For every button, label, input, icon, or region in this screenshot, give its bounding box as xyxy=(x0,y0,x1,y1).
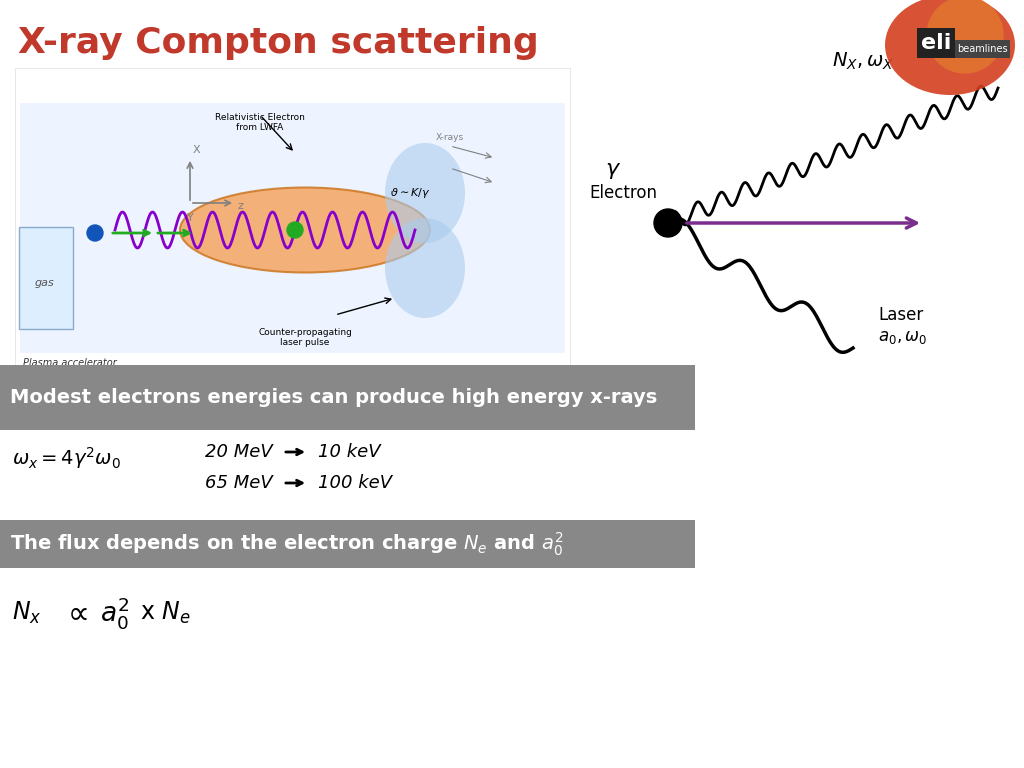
Text: eli: eli xyxy=(921,33,951,53)
Text: $\omega_x=4\gamma^2\omega_0$: $\omega_x=4\gamma^2\omega_0$ xyxy=(12,445,121,471)
Ellipse shape xyxy=(885,0,1015,95)
Text: X: X xyxy=(193,145,201,155)
FancyBboxPatch shape xyxy=(918,28,955,58)
FancyBboxPatch shape xyxy=(955,40,1010,58)
Text: $N_X,\omega_X$: $N_X,\omega_X$ xyxy=(831,51,894,71)
Text: X-ray Compton scattering: X-ray Compton scattering xyxy=(18,26,539,60)
Text: Plasma accelerator: Plasma accelerator xyxy=(23,358,117,368)
Text: $\vartheta \sim K/\gamma$: $\vartheta \sim K/\gamma$ xyxy=(390,186,431,200)
Text: $\propto$: $\propto$ xyxy=(62,598,88,627)
Circle shape xyxy=(927,0,1002,73)
Text: 20 MeV: 20 MeV xyxy=(205,443,272,461)
Text: Relativistic Electron
from LWFA: Relativistic Electron from LWFA xyxy=(215,113,305,132)
Text: Counter-propagating
laser pulse: Counter-propagating laser pulse xyxy=(258,328,352,347)
Circle shape xyxy=(654,209,682,237)
Text: gas: gas xyxy=(35,278,55,288)
FancyBboxPatch shape xyxy=(0,520,695,568)
Circle shape xyxy=(287,222,303,238)
Circle shape xyxy=(87,225,103,241)
Text: Y: Y xyxy=(187,213,194,223)
Text: x $N_e$: x $N_e$ xyxy=(140,600,190,626)
Text: $a_0^2$: $a_0^2$ xyxy=(100,595,129,631)
Text: The flux depends on the electron charge $N_e$ and $a_0^2$: The flux depends on the electron charge … xyxy=(10,530,563,558)
Ellipse shape xyxy=(180,187,430,273)
Text: beamlines: beamlines xyxy=(956,44,1008,54)
FancyBboxPatch shape xyxy=(0,365,695,430)
Text: $\gamma$: $\gamma$ xyxy=(605,161,622,181)
Text: 100 keV: 100 keV xyxy=(318,474,392,492)
Ellipse shape xyxy=(385,143,465,243)
FancyBboxPatch shape xyxy=(20,103,565,353)
Ellipse shape xyxy=(385,218,465,318)
Text: Laser
$a_0,\omega_0$: Laser $a_0,\omega_0$ xyxy=(878,306,927,346)
Text: z: z xyxy=(238,201,244,211)
Text: Electron: Electron xyxy=(589,184,657,202)
FancyBboxPatch shape xyxy=(19,227,73,329)
Text: X-rays: X-rays xyxy=(436,133,464,142)
Text: 10 keV: 10 keV xyxy=(318,443,381,461)
Text: 65 MeV: 65 MeV xyxy=(205,474,272,492)
Text: Modest electrons energies can produce high energy x-rays: Modest electrons energies can produce hi… xyxy=(10,388,657,407)
Text: $N_x$: $N_x$ xyxy=(12,600,42,626)
FancyBboxPatch shape xyxy=(15,68,570,378)
